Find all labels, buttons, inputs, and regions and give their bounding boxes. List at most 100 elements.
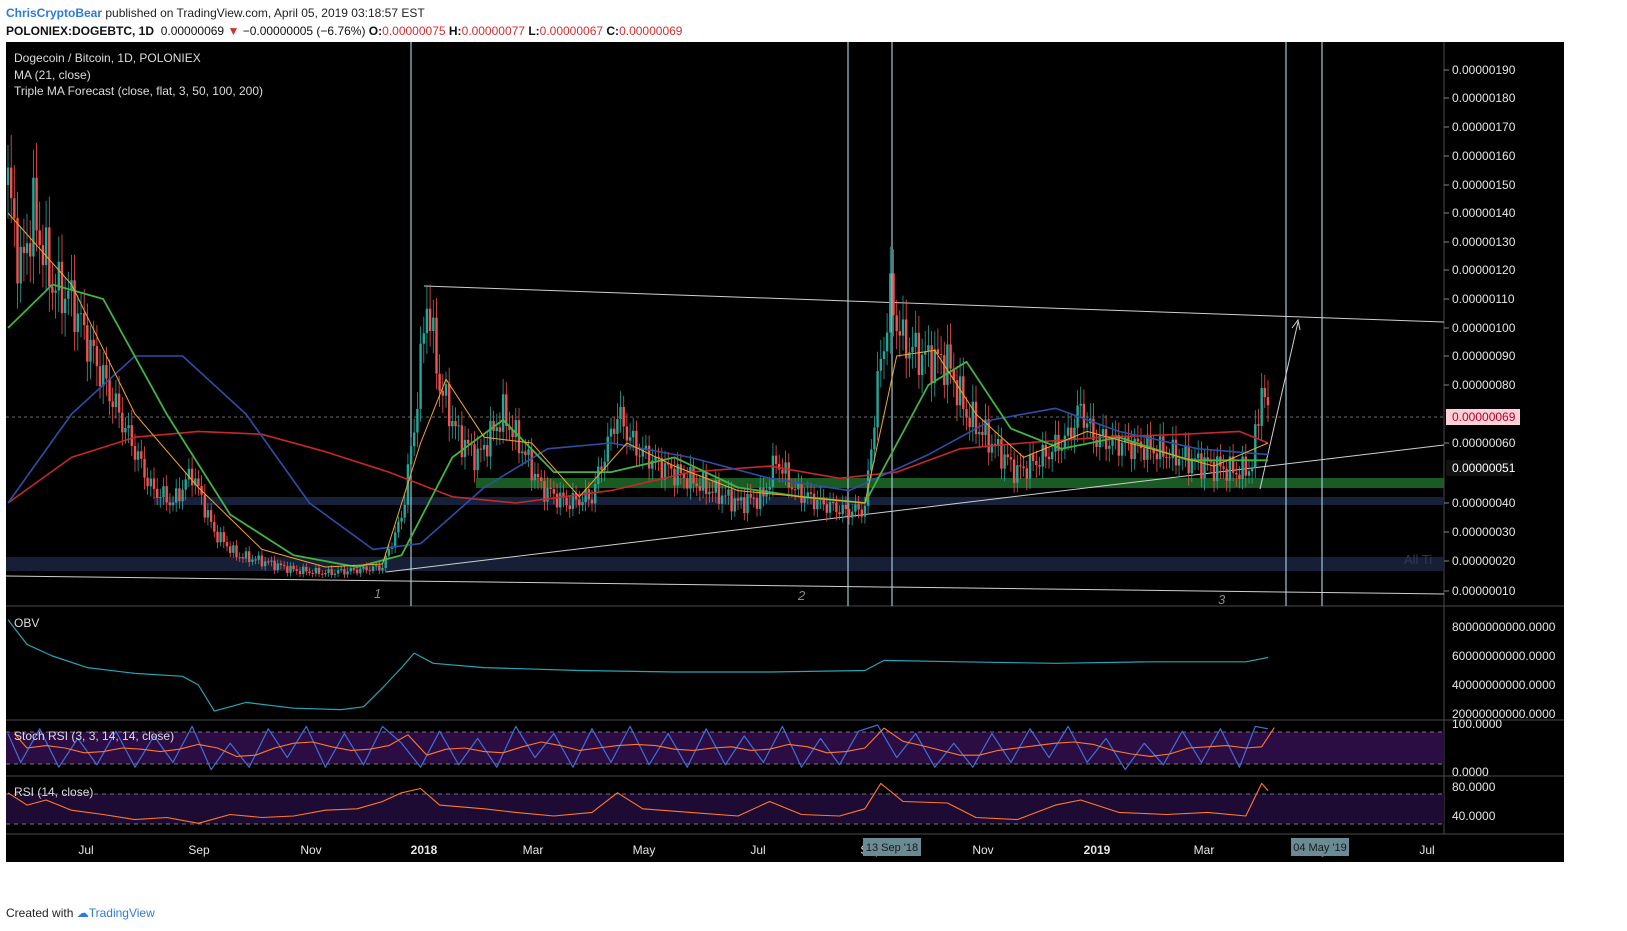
candle-body xyxy=(882,351,886,359)
candle-body xyxy=(987,419,990,453)
candle-body xyxy=(292,565,295,570)
candle-body xyxy=(1063,435,1067,450)
candle-body xyxy=(622,406,625,427)
candle-body xyxy=(159,497,162,498)
candle-body xyxy=(235,545,238,558)
candle-body xyxy=(330,569,333,575)
legend-stoch-rsi: Stoch RSI (3, 3, 14, 14, close) xyxy=(14,729,174,743)
author-link[interactable]: ChrisCryptoBear xyxy=(6,6,103,20)
candle-body xyxy=(641,449,644,457)
candle-body xyxy=(727,489,730,496)
candle-body xyxy=(44,227,48,265)
candle-body xyxy=(152,478,156,489)
open-label: O: xyxy=(368,24,383,38)
candle-body xyxy=(527,449,530,455)
candle-body xyxy=(873,427,876,450)
candle-body xyxy=(1254,424,1257,468)
candle-body xyxy=(536,473,540,478)
current-level-badge xyxy=(1446,460,1512,476)
candle-body xyxy=(1051,451,1054,460)
candle-body xyxy=(324,573,327,575)
candle-body xyxy=(508,425,511,430)
candle-body xyxy=(613,428,616,434)
candle-body xyxy=(216,531,219,543)
candle-body xyxy=(1184,445,1187,458)
candle-body xyxy=(857,504,860,510)
candle-body xyxy=(467,439,470,444)
candle-body xyxy=(625,426,629,441)
candle-body xyxy=(590,499,594,504)
price-tick-label: 0.00000010 xyxy=(1452,584,1516,598)
time-tick-label: 2018 xyxy=(411,843,438,857)
candle-body xyxy=(286,566,289,573)
candle-body xyxy=(1162,436,1165,457)
candle-body xyxy=(1070,427,1073,441)
candle-body xyxy=(898,331,901,336)
candle-body xyxy=(1028,454,1032,479)
candle-body xyxy=(793,489,797,491)
time-tick-label: 2019 xyxy=(1084,843,1111,857)
candle-body xyxy=(1108,445,1111,449)
candle-body xyxy=(1009,457,1013,460)
candle-body xyxy=(565,497,568,506)
stoch-band xyxy=(6,732,1444,764)
candle-body xyxy=(803,496,806,503)
candle-body xyxy=(149,478,152,487)
obv-tick-label: 20000000000.0000 xyxy=(1452,707,1556,721)
candle-body xyxy=(83,313,86,326)
candle-body xyxy=(1054,434,1057,452)
chart-canvas[interactable]: 0.00000190 0.00000180 0.00000170 0.00000160… xyxy=(6,42,1564,862)
tradingview-link[interactable]: TradingView xyxy=(88,906,155,920)
price-axis: 0.00000190 0.00000180 0.00000170 0.00000160… xyxy=(1444,63,1556,823)
candle-body xyxy=(682,473,686,479)
candle-body xyxy=(540,477,543,481)
candle-body xyxy=(559,492,562,508)
candle-body xyxy=(752,497,755,499)
candle-body xyxy=(632,430,635,438)
candle-body xyxy=(638,455,641,457)
candle-body xyxy=(505,394,508,426)
candle-body xyxy=(16,217,19,284)
candle-body xyxy=(651,460,654,469)
rsi-band xyxy=(6,794,1444,824)
candle-body xyxy=(314,567,318,574)
candle-body xyxy=(1228,456,1232,481)
ma100-line xyxy=(7,355,1269,551)
candle-body xyxy=(263,561,267,567)
candle-body xyxy=(860,509,863,517)
candle-body xyxy=(413,432,416,447)
time-tick-label: Sep xyxy=(188,843,210,857)
candle-body xyxy=(809,492,813,494)
candle-body xyxy=(600,466,603,471)
candle-body xyxy=(387,548,391,556)
candle-body xyxy=(251,559,254,562)
candle-body xyxy=(444,384,448,396)
candle-body xyxy=(108,378,111,402)
candle-body xyxy=(885,332,889,352)
candle-body xyxy=(143,458,146,478)
candle-body xyxy=(1035,461,1038,466)
time-tick-label: Jul xyxy=(750,843,765,857)
candle-body xyxy=(175,488,178,503)
close-label: C: xyxy=(606,24,620,38)
time-badge-text: 04 May '19 xyxy=(1293,842,1346,854)
candle-body xyxy=(244,551,248,559)
legend-triple-ma: Triple MA Forecast (close, flat, 3, 50, … xyxy=(14,84,263,98)
candle-body xyxy=(1016,465,1019,483)
candle-body xyxy=(743,497,746,514)
candle-body xyxy=(660,458,663,480)
candle-body xyxy=(635,430,638,456)
candle-body xyxy=(997,439,1000,445)
candle-body xyxy=(73,280,76,333)
candle-body xyxy=(939,354,943,355)
candle-body xyxy=(968,417,971,428)
candle-body xyxy=(498,427,502,432)
candle-body xyxy=(181,489,184,502)
candle-body xyxy=(717,479,721,504)
candle-body xyxy=(32,177,35,257)
candle-body xyxy=(720,495,724,504)
down-arrow-icon: ▼ xyxy=(227,24,240,38)
candle-body xyxy=(219,532,222,543)
obv-line xyxy=(7,619,1269,712)
candle-body xyxy=(127,425,130,428)
